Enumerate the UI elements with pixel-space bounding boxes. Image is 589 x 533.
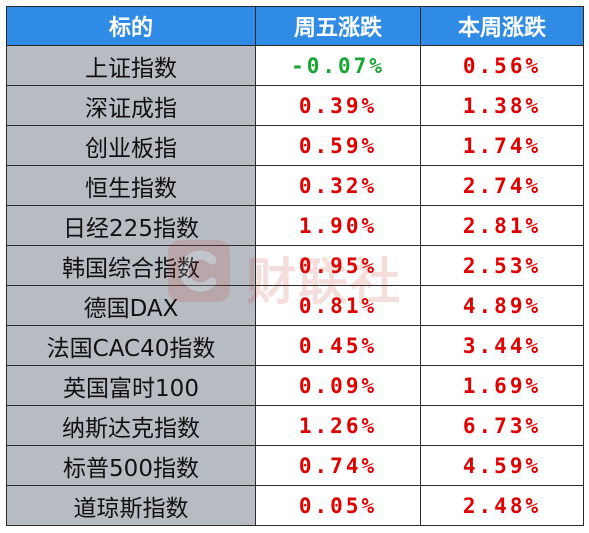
index-name: 标普500指数 [6, 445, 256, 486]
index-name: 恒生指数 [6, 165, 256, 206]
friday-change-value: 0.05% [255, 485, 421, 526]
header-week-change: 本周涨跌 [420, 6, 584, 46]
friday-change-value: 1.90% [255, 205, 421, 246]
table-row: 法国CAC40指数 0.45% 3.44% [6, 325, 584, 366]
header-name: 标的 [6, 6, 256, 46]
friday-change-value: 0.32% [255, 165, 421, 206]
friday-change-value: 0.74% [255, 445, 421, 486]
index-name: 纳斯达克指数 [6, 405, 256, 446]
table-row: 上证指数 -0.07% 0.56% [6, 45, 584, 86]
table-body: 上证指数 -0.07% 0.56% 深证成指 0.39% 1.38% 创业板指 0.59% 1.… [6, 45, 584, 526]
table-row: 道琼斯指数 0.05% 2.48% [6, 485, 584, 526]
index-name: 英国富时100 [6, 365, 256, 406]
table-row: 韩国综合指数 0.95% 2.53% [6, 245, 584, 286]
friday-change-value: 0.45% [255, 325, 421, 366]
friday-change-value: 0.39% [255, 85, 421, 126]
friday-change-value: -0.07% [255, 45, 421, 86]
table-row: 恒生指数 0.32% 2.74% [6, 165, 584, 206]
week-change-value: 1.69% [420, 365, 584, 406]
table-row: 纳斯达克指数 1.26% 6.73% [6, 405, 584, 446]
table-row: 德国DAX 0.81% 4.89% [6, 285, 584, 326]
week-change-value: 3.44% [420, 325, 584, 366]
week-change-value: 4.59% [420, 445, 584, 486]
header-friday-change: 周五涨跌 [255, 6, 421, 46]
index-name: 德国DAX [6, 285, 256, 326]
table-header-row: 标的 周五涨跌 本周涨跌 [6, 6, 584, 46]
index-name: 法国CAC40指数 [6, 325, 256, 366]
index-name: 日经225指数 [6, 205, 256, 246]
index-name: 韩国综合指数 [6, 245, 256, 286]
table-row: 创业板指 0.59% 1.74% [6, 125, 584, 166]
friday-change-value: 1.26% [255, 405, 421, 446]
index-performance-table: 标的 周五涨跌 本周涨跌 上证指数 -0.07% 0.56% 深证成指 0.39% 1.3… [6, 6, 584, 526]
friday-change-value: 0.09% [255, 365, 421, 406]
table-row: 标普500指数 0.74% 4.59% [6, 445, 584, 486]
index-name: 道琼斯指数 [6, 485, 256, 526]
week-change-value: 4.89% [420, 285, 584, 326]
week-change-value: 6.73% [420, 405, 584, 446]
index-name: 创业板指 [6, 125, 256, 166]
week-change-value: 0.56% [420, 45, 584, 86]
week-change-value: 1.38% [420, 85, 584, 126]
table-row: 英国富时100 0.09% 1.69% [6, 365, 584, 406]
index-name: 上证指数 [6, 45, 256, 86]
week-change-value: 2.81% [420, 205, 584, 246]
week-change-value: 2.53% [420, 245, 584, 286]
friday-change-value: 0.81% [255, 285, 421, 326]
week-change-value: 2.48% [420, 485, 584, 526]
index-name: 深证成指 [6, 85, 256, 126]
friday-change-value: 0.59% [255, 125, 421, 166]
friday-change-value: 0.95% [255, 245, 421, 286]
table-row: 日经225指数 1.90% 2.81% [6, 205, 584, 246]
week-change-value: 1.74% [420, 125, 584, 166]
table-row: 深证成指 0.39% 1.38% [6, 85, 584, 126]
week-change-value: 2.74% [420, 165, 584, 206]
